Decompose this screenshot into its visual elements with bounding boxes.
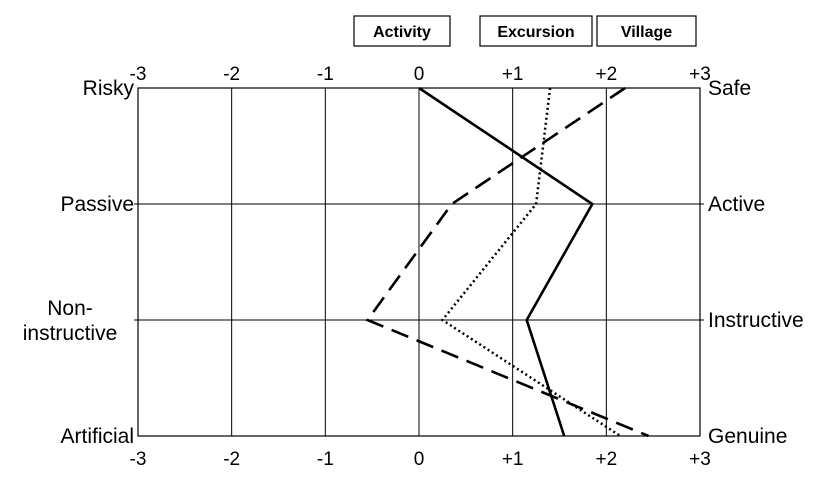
grid-layer: [134, 87, 704, 437]
bottom-tick-label: -2: [223, 449, 240, 470]
legend-box-village: [596, 15, 697, 47]
legend-layer: Activity Excursion Village: [353, 15, 697, 47]
legend-box-activity: [353, 15, 451, 47]
bottom-tick-label: -3: [130, 449, 147, 470]
top-tick-label: +1: [502, 64, 524, 85]
left-pole-label: Non-instructive: [23, 297, 118, 345]
left-pole-label: Passive: [60, 193, 134, 216]
left-pole-label: Artificial: [60, 425, 134, 448]
series-line-activity: [418, 86, 595, 437]
legend-label-village: Village: [621, 24, 672, 41]
bottom-tick-label: +2: [595, 449, 617, 470]
left-pole-label: Risky: [83, 77, 135, 100]
bottom-tick-label: -1: [317, 449, 334, 470]
series-line-village: [365, 86, 649, 438]
legend-label-activity: Activity: [373, 24, 431, 41]
bottom-tick-label: +3: [689, 449, 711, 470]
top-tick-label: -2: [223, 64, 240, 85]
bottom-tick-label: 0: [414, 449, 425, 470]
series-layer: [365, 86, 649, 438]
legend-label-excursion: Excursion: [497, 24, 574, 41]
series-line-excursion: [440, 87, 622, 438]
right-pole-label: Safe: [708, 77, 751, 100]
tick-layer: -3 -2 -1 0 +1 +2 +3 -3 -2 -1 0 +1 +2 +3: [130, 64, 711, 470]
top-tick-label: 0: [414, 64, 425, 85]
top-tick-label: -3: [130, 64, 147, 85]
top-tick-label: -1: [317, 64, 334, 85]
right-pole-label: Genuine: [708, 425, 787, 448]
label-layer: Risky Safe Passive Active Non-instructive Ins…: [23, 77, 804, 448]
legend-box-excursion: [479, 15, 593, 47]
bottom-tick-label: +1: [502, 449, 524, 470]
top-tick-label: +2: [595, 64, 617, 85]
top-tick-label: +3: [689, 64, 711, 85]
right-pole-label: Active: [708, 193, 765, 216]
right-pole-label: Instructive: [708, 309, 804, 332]
